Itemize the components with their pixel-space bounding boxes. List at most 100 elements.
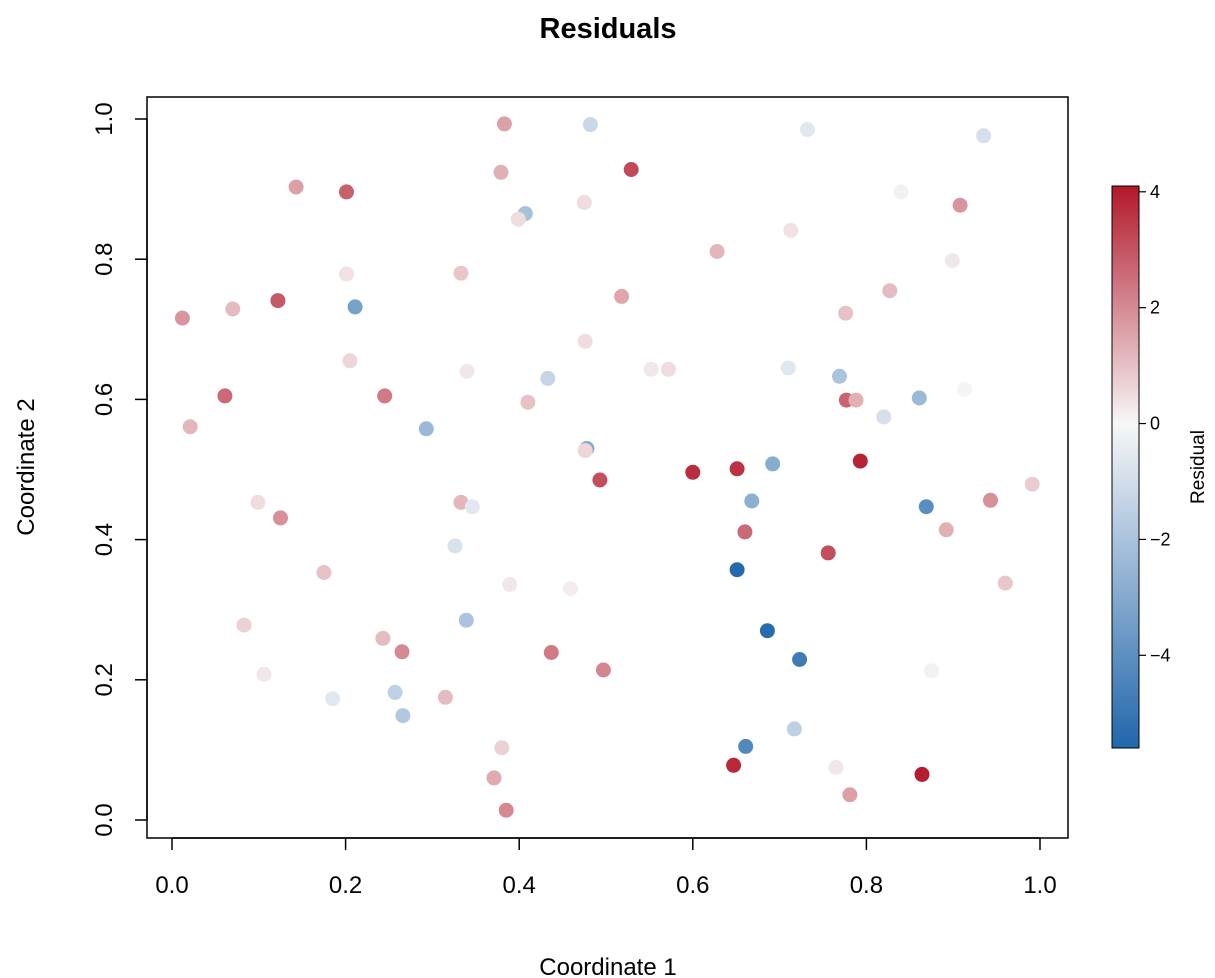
- data-point: [852, 453, 868, 469]
- data-point: [520, 394, 536, 410]
- colorbar-tick-label: 0: [1150, 414, 1160, 434]
- data-point: [614, 288, 630, 304]
- data-point: [394, 644, 410, 660]
- data-point: [182, 419, 198, 435]
- colorbar: [1111, 185, 1140, 749]
- data-point: [498, 802, 514, 818]
- data-point: [458, 612, 474, 628]
- data-point: [820, 545, 836, 561]
- data-point: [288, 179, 304, 195]
- colorbar-tick-label: 4: [1150, 182, 1160, 202]
- data-point: [726, 757, 742, 773]
- colorbar-ticks: 4 2 0 −2 −4: [1139, 182, 1171, 665]
- data-point: [738, 738, 754, 754]
- data-point: [799, 122, 815, 137]
- y-tick-label: 0.8: [91, 243, 118, 276]
- data-point: [496, 116, 512, 132]
- data-point: [661, 361, 676, 377]
- data-point: [459, 363, 475, 379]
- data-point: [848, 392, 864, 408]
- data-point: [944, 253, 960, 269]
- x-axis: 0.0 0.2 0.4 0.6 0.8 1.0: [155, 837, 1057, 899]
- data-point: [918, 499, 934, 515]
- data-point: [997, 575, 1013, 591]
- data-point: [911, 390, 927, 406]
- data-point: [540, 370, 556, 386]
- points-layer: [174, 116, 1040, 818]
- data-point: [592, 472, 608, 488]
- y-tick-label: 0.0: [91, 803, 118, 836]
- data-point: [685, 464, 701, 480]
- y-tick-label: 1.0: [91, 102, 118, 135]
- data-point: [1024, 476, 1040, 492]
- data-point: [976, 128, 992, 144]
- data-point: [759, 623, 775, 639]
- data-point: [842, 787, 858, 803]
- data-point: [709, 244, 725, 259]
- data-point: [914, 766, 930, 782]
- data-point: [643, 361, 659, 377]
- data-point: [957, 382, 972, 398]
- data-point: [780, 360, 796, 376]
- y-tick-label: 0.6: [91, 383, 118, 416]
- data-point: [502, 577, 518, 592]
- data-point: [737, 524, 753, 540]
- data-point: [453, 494, 469, 510]
- data-point: [595, 662, 611, 678]
- x-tick-label: 0.4: [503, 872, 536, 899]
- data-point: [494, 740, 510, 756]
- data-point: [447, 538, 463, 554]
- data-point: [486, 770, 502, 786]
- chart-title: Residuals: [540, 13, 677, 45]
- x-axis-label: Coordinate 1: [539, 954, 676, 978]
- data-point: [270, 293, 286, 309]
- data-point: [174, 310, 190, 326]
- data-point: [437, 689, 453, 705]
- data-point: [983, 492, 998, 508]
- data-point: [765, 456, 781, 472]
- data-point: [828, 759, 844, 775]
- data-point: [510, 211, 526, 227]
- data-point: [729, 562, 745, 578]
- x-tick-label: 0.0: [155, 872, 188, 899]
- data-point: [339, 266, 354, 282]
- y-tick-label: 0.2: [91, 663, 118, 696]
- data-point: [256, 666, 272, 682]
- data-point: [893, 184, 909, 200]
- data-point: [729, 461, 745, 477]
- data-point: [464, 499, 480, 515]
- data-point: [418, 421, 434, 437]
- data-point: [582, 117, 598, 133]
- y-axis: 0.0 0.2 0.4 0.6 0.8 1.0: [91, 102, 148, 837]
- data-point: [225, 301, 241, 317]
- data-point: [744, 493, 760, 509]
- data-point: [316, 565, 332, 580]
- data-point: [562, 581, 578, 597]
- data-point: [217, 388, 233, 404]
- data-point: [236, 617, 252, 633]
- data-point: [832, 368, 847, 384]
- data-point: [576, 194, 592, 210]
- data-point: [347, 299, 363, 315]
- x-tick-label: 0.8: [850, 872, 883, 899]
- data-point: [924, 663, 939, 679]
- data-point: [342, 353, 358, 369]
- colorbar-label: Residual: [1188, 430, 1209, 504]
- data-point: [792, 652, 808, 667]
- data-point: [377, 388, 393, 404]
- data-point: [952, 197, 968, 213]
- colorbar-tick-label: 2: [1150, 298, 1160, 318]
- y-tick-label: 0.4: [91, 523, 118, 556]
- y-axis-label: Coordinate 2: [13, 398, 40, 535]
- data-point: [273, 510, 288, 526]
- data-point: [577, 333, 593, 349]
- data-point: [938, 522, 954, 538]
- data-point: [838, 305, 854, 321]
- data-point: [786, 721, 802, 737]
- data-point: [577, 443, 593, 459]
- data-point: [375, 630, 391, 646]
- data-point: [387, 684, 403, 700]
- data-point: [325, 691, 341, 707]
